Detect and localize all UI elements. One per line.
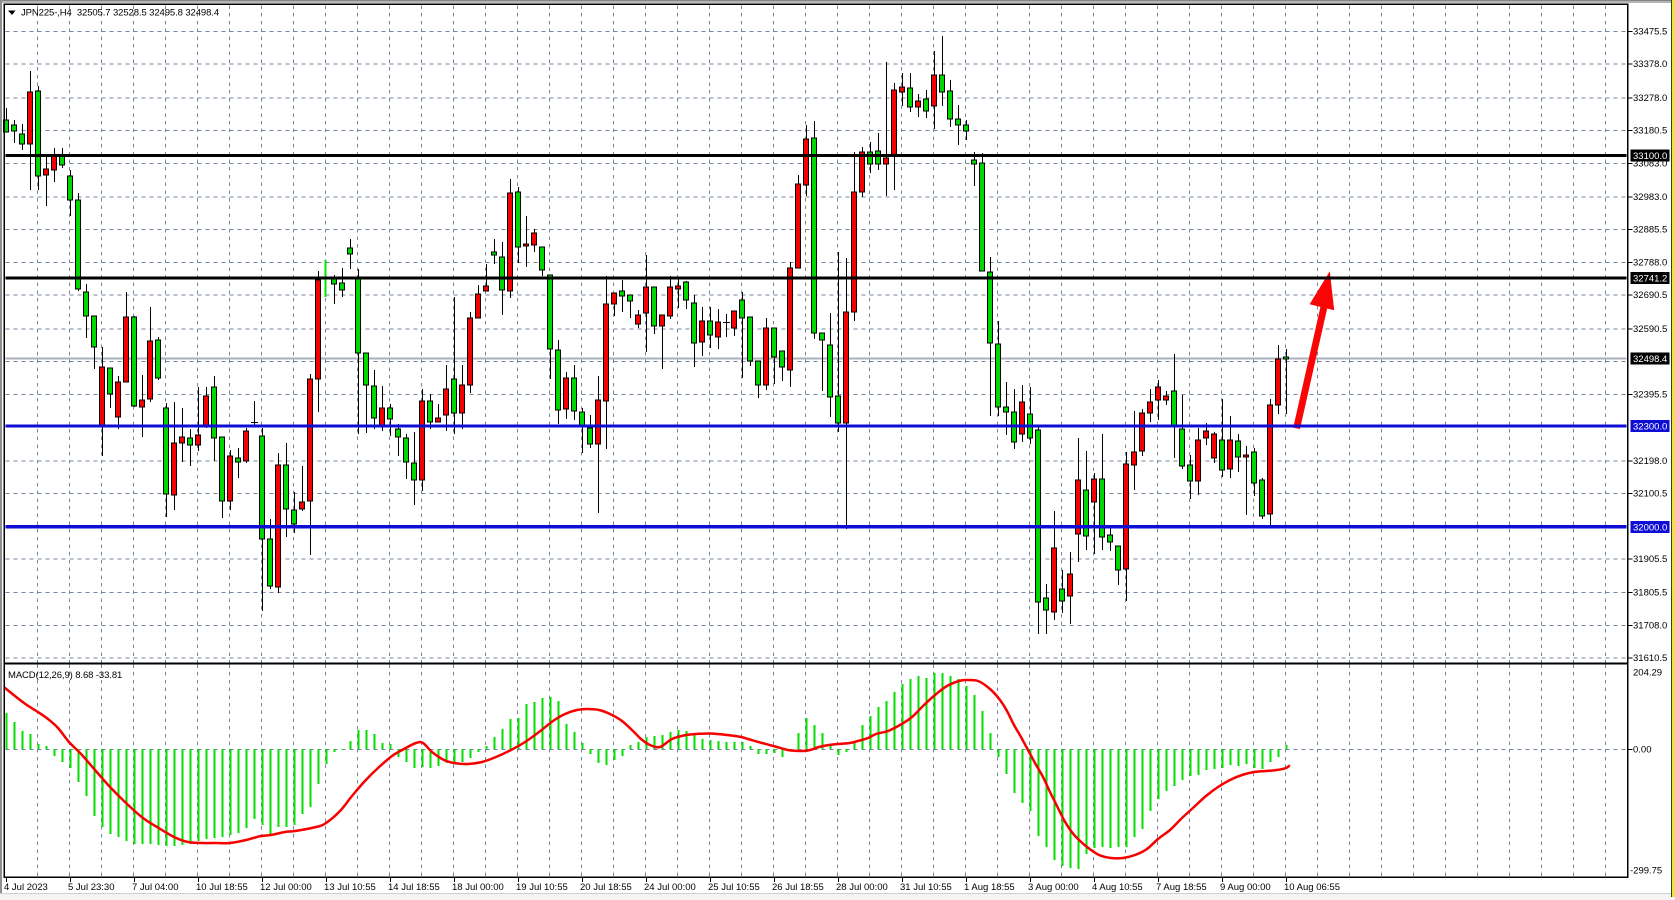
- svg-text:32590.5: 32590.5: [1633, 324, 1667, 335]
- svg-text:31905.5: 31905.5: [1633, 554, 1667, 565]
- svg-text:-299.75: -299.75: [1630, 866, 1662, 877]
- svg-text:0.00: 0.00: [1633, 745, 1652, 756]
- svg-text:JPN225-,H4 32505.7 32528.5 32: JPN225-,H4 32505.7 32528.5 32495.8 32498…: [21, 8, 219, 19]
- svg-text:32300.0: 32300.0: [1633, 422, 1667, 433]
- svg-text:9 Aug 00:00: 9 Aug 00:00: [1220, 882, 1271, 893]
- svg-text:32788.0: 32788.0: [1633, 257, 1667, 268]
- svg-text:18 Jul 00:00: 18 Jul 00:00: [452, 882, 504, 893]
- svg-text:25 Jul 10:55: 25 Jul 10:55: [708, 882, 760, 893]
- svg-text:33100.0: 33100.0: [1633, 151, 1667, 162]
- svg-text:26 Jul 18:55: 26 Jul 18:55: [772, 882, 824, 893]
- svg-text:32690.5: 32690.5: [1633, 290, 1667, 301]
- svg-text:19 Jul 10:55: 19 Jul 10:55: [516, 882, 568, 893]
- svg-text:32498.4: 32498.4: [1633, 354, 1667, 365]
- svg-text:4 Jul 2023: 4 Jul 2023: [4, 882, 48, 893]
- svg-text:32000.0: 32000.0: [1633, 522, 1667, 533]
- svg-text:20 Jul 18:55: 20 Jul 18:55: [580, 882, 632, 893]
- svg-text:12 Jul 00:00: 12 Jul 00:00: [260, 882, 312, 893]
- svg-text:32100.5: 32100.5: [1633, 489, 1667, 500]
- svg-text:33180.5: 33180.5: [1633, 126, 1667, 137]
- svg-text:3 Aug 00:00: 3 Aug 00:00: [1028, 882, 1079, 893]
- svg-text:4 Aug 10:55: 4 Aug 10:55: [1092, 882, 1143, 893]
- svg-text:5 Jul 23:30: 5 Jul 23:30: [68, 882, 114, 893]
- svg-text:1 Aug 18:55: 1 Aug 18:55: [964, 882, 1015, 893]
- svg-text:24 Jul 00:00: 24 Jul 00:00: [644, 882, 696, 893]
- svg-text:32198.0: 32198.0: [1633, 456, 1667, 467]
- svg-text:32741.2: 32741.2: [1633, 274, 1667, 285]
- svg-text:33475.5: 33475.5: [1633, 27, 1667, 38]
- svg-text:7 Jul 04:00: 7 Jul 04:00: [132, 882, 178, 893]
- svg-text:32983.0: 32983.0: [1633, 192, 1667, 203]
- svg-text:33278.0: 33278.0: [1633, 93, 1667, 104]
- svg-text:31610.5: 31610.5: [1633, 653, 1667, 664]
- svg-text:31708.0: 31708.0: [1633, 620, 1667, 631]
- svg-text:204.29: 204.29: [1633, 668, 1662, 679]
- svg-text:32885.5: 32885.5: [1633, 225, 1667, 236]
- svg-text:31 Jul 10:55: 31 Jul 10:55: [900, 882, 952, 893]
- svg-text:28 Jul 00:00: 28 Jul 00:00: [836, 882, 888, 893]
- svg-text:33378.0: 33378.0: [1633, 59, 1667, 70]
- svg-text:13 Jul 10:55: 13 Jul 10:55: [324, 882, 376, 893]
- svg-text:10 Jul 18:55: 10 Jul 18:55: [196, 882, 248, 893]
- svg-text:MACD(12,26,9) 8.68 -33.81: MACD(12,26,9) 8.68 -33.81: [8, 670, 122, 681]
- svg-text:14 Jul 18:55: 14 Jul 18:55: [388, 882, 440, 893]
- svg-text:33083.0: 33083.0: [1633, 158, 1667, 169]
- svg-text:31805.5: 31805.5: [1633, 588, 1667, 599]
- svg-text:7 Aug 18:55: 7 Aug 18:55: [1156, 882, 1207, 893]
- svg-text:10 Aug 06:55: 10 Aug 06:55: [1284, 882, 1340, 893]
- svg-text:32395.5: 32395.5: [1633, 389, 1667, 400]
